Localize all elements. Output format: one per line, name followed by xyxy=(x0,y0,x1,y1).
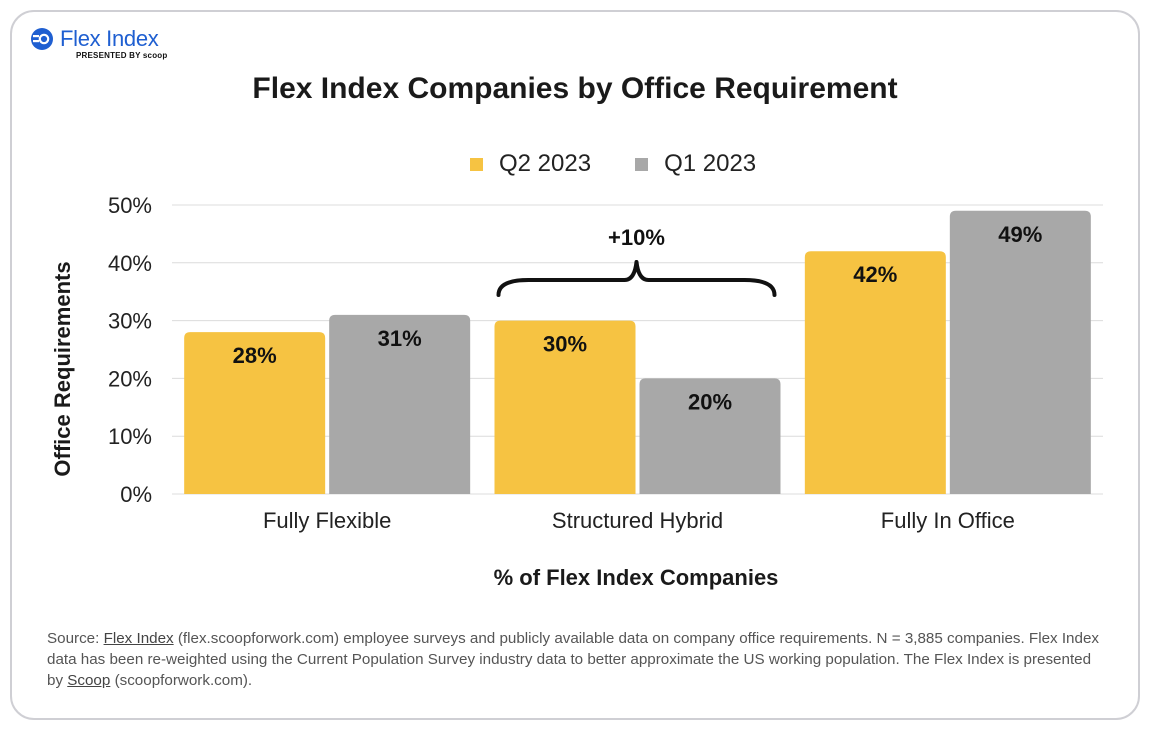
bar xyxy=(329,314,471,494)
bar xyxy=(639,378,781,494)
x-tick-label: Fully Flexible xyxy=(263,508,391,533)
y-tick-label: 0% xyxy=(120,482,152,507)
bar-value-label: 28% xyxy=(233,343,277,368)
legend-swatch-q2 xyxy=(470,157,483,171)
flex-index-logo[interactable]: Flex Index PRESENTED BY scoop xyxy=(30,26,167,60)
bar xyxy=(804,251,946,494)
legend-item-q2: Q2 2023 xyxy=(470,150,591,178)
y-tick-label: 10% xyxy=(108,424,152,449)
bar xyxy=(184,332,326,494)
bar-value-label: 20% xyxy=(688,389,732,414)
logo-name: Flex Index xyxy=(60,26,159,51)
y-tick-label: 40% xyxy=(108,251,152,276)
bar-value-label: 42% xyxy=(853,262,897,287)
x-tick-label: Structured Hybrid xyxy=(552,508,723,533)
y-tick-label: 50% xyxy=(108,193,152,218)
y-tick-label: 30% xyxy=(108,309,152,334)
annotation-label: +10% xyxy=(608,225,665,250)
bar xyxy=(494,320,636,494)
annotation-brace xyxy=(496,260,777,297)
legend-swatch-q1 xyxy=(635,157,649,171)
bar-value-label: 49% xyxy=(998,222,1042,247)
scoop-link[interactable]: Scoop xyxy=(67,672,111,689)
bar xyxy=(949,210,1091,494)
y-tick-label: 20% xyxy=(108,366,152,391)
bar-value-label: 30% xyxy=(543,332,587,357)
footnote-middle: (flex.scoopforwork.com) employee surveys… xyxy=(47,630,1099,689)
chart-title: Flex Index Companies by Office Requireme… xyxy=(252,72,898,105)
footnote-prefix: Source: xyxy=(47,630,104,647)
legend: Q2 2023 Q1 2023 xyxy=(470,150,800,178)
x-tick-label: Fully In Office xyxy=(881,508,1015,533)
footnote-suffix: (scoopforwork.com). xyxy=(110,672,253,689)
y-axis-title: Office Requirements xyxy=(50,261,75,476)
source-footnote: Source: Flex Index (flex.scoopforwork.co… xyxy=(47,628,1107,691)
flex-index-logo-icon xyxy=(31,28,53,50)
legend-item-q1: Q1 2023 xyxy=(635,150,756,178)
bar-value-label: 31% xyxy=(378,326,422,351)
legend-label-q1: Q1 2023 xyxy=(664,150,757,177)
legend-label-q2: Q2 2023 xyxy=(499,150,592,177)
x-axis-title: % of Flex Index Companies xyxy=(494,565,779,590)
flex-index-link[interactable]: Flex Index xyxy=(103,630,174,647)
logo-tagline: PRESENTED BY scoop xyxy=(76,51,168,60)
